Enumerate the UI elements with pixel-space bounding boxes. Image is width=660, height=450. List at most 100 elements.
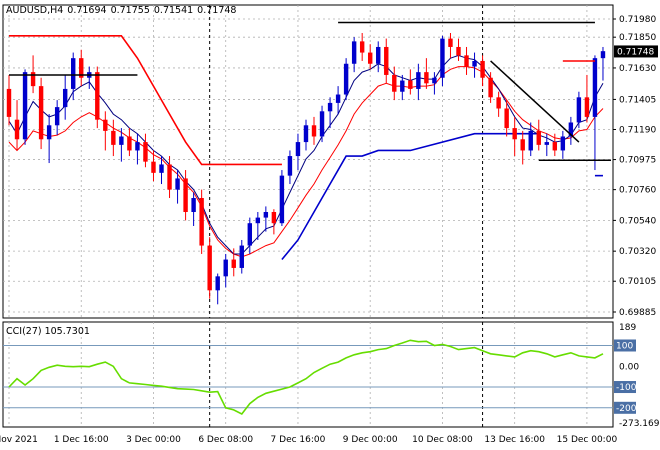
- candle-body: [71, 58, 76, 89]
- candle-body: [215, 276, 220, 291]
- candle-body: [416, 72, 421, 89]
- candle-body: [560, 136, 566, 151]
- candle-body: [199, 198, 204, 246]
- candle-body: [303, 125, 309, 143]
- candle-body: [367, 52, 373, 64]
- y-tick-label: 0.70540: [619, 216, 656, 226]
- candle-body: [359, 41, 365, 53]
- candle-body: [143, 142, 148, 162]
- candle-body: [592, 58, 598, 117]
- candle-body: [167, 164, 172, 190]
- candle-body: [127, 136, 132, 151]
- y-tick-label: 0.71405: [619, 95, 656, 105]
- cci-y-label: 0.00: [619, 362, 639, 372]
- candle-body: [392, 74, 397, 92]
- candle-body: [223, 259, 228, 277]
- candle-body: [384, 46, 389, 75]
- ohlc-high: 0.71755: [111, 5, 150, 16]
- candle-body: [111, 130, 116, 145]
- candle-body: [247, 223, 253, 246]
- cci-level-tag: [614, 339, 636, 352]
- stop-upper-line: [9, 34, 282, 166]
- candle-body: [536, 130, 541, 145]
- candle-body: [488, 77, 493, 98]
- candle-body: [408, 80, 413, 89]
- candle-body: [496, 97, 501, 109]
- candle-body: [504, 108, 509, 129]
- ohlc-open: 0.71694: [67, 5, 106, 16]
- cci-y-label: 100: [616, 341, 633, 351]
- candle-body: [183, 178, 188, 213]
- candle-body: [287, 156, 293, 176]
- candle-body: [440, 38, 445, 78]
- ma-slow-line: [8, 66, 604, 258]
- cci-level-tag: [614, 401, 636, 414]
- candle-body: [568, 122, 574, 137]
- candle-body: [6, 88, 12, 117]
- candle-body: [480, 60, 485, 78]
- ma-fast-line: [8, 54, 604, 255]
- candle-body: [175, 178, 180, 190]
- candle-body: [231, 259, 236, 268]
- y-tick-label: 0.71850: [619, 33, 656, 43]
- main-title: AUDUSD,H4 0.71694 0.71755 0.71541 0.71748: [6, 5, 236, 16]
- candle-body: [79, 58, 84, 78]
- x-tick-label: 7 Dec 16:00: [271, 435, 326, 445]
- candle-body: [54, 107, 60, 126]
- candle-body: [103, 119, 108, 131]
- candle-body: [311, 125, 317, 137]
- candle-body: [151, 161, 156, 173]
- y-tick-label: 0.70760: [619, 186, 656, 196]
- last-price-tag: [614, 45, 658, 58]
- candle-body: [38, 86, 44, 140]
- candle-body: [22, 72, 28, 140]
- x-tick-label: 15 Dec 00:00: [557, 435, 618, 445]
- y-tick-label: 0.71190: [619, 125, 656, 135]
- y-tick-label: 0.70105: [619, 277, 656, 287]
- candle-body: [544, 142, 549, 145]
- x-tick-label: 30 Nov 2021: [0, 435, 38, 445]
- x-tick-label: 1 Dec 16:00: [54, 435, 109, 445]
- candle-body: [464, 55, 469, 67]
- x-tick-label: 6 Dec 08:00: [198, 435, 253, 445]
- candle-body: [432, 77, 437, 84]
- candle-body: [46, 125, 52, 140]
- stop-lower-line: [281, 132, 539, 261]
- price-panel: 0.71980 0.71850 0.71630 0.71405 0.71190 0.709…: [2, 4, 658, 319]
- candle-body: [239, 245, 244, 268]
- cci-y-label: -100: [616, 383, 637, 393]
- candle-body: [135, 142, 140, 151]
- candle-body: [520, 139, 525, 151]
- candle-body: [14, 119, 20, 140]
- candle-body: [327, 102, 333, 112]
- y-tick-label: 0.71630: [619, 64, 656, 74]
- y-tick-label: 0.71980: [619, 15, 656, 25]
- cci-level-tag: [614, 381, 636, 394]
- x-tick-label: 3 Dec 00:00: [126, 435, 181, 445]
- candle-body: [600, 51, 606, 59]
- candle-body: [191, 198, 196, 213]
- last-price-label: 0.71748: [617, 47, 654, 57]
- candle-body: [400, 80, 405, 92]
- cci-panel: 30 Nov 2021 1 Dec 16:00 3 Dec 00:00 6 Dec 0…: [0, 321, 660, 445]
- trend-line: [490, 60, 580, 143]
- candle-body: [319, 111, 325, 137]
- cci-title: CCI(27) 105.7301: [6, 326, 90, 337]
- candle-body: [295, 142, 301, 157]
- y-tick-label: 0.70975: [619, 156, 656, 166]
- candle-body: [279, 175, 285, 224]
- ohlc-close: 0.71748: [197, 5, 236, 16]
- candle-body: [119, 136, 124, 145]
- cci-y-label: 189: [619, 323, 636, 333]
- candle-body: [584, 97, 590, 117]
- candle-body: [30, 72, 36, 87]
- candle-body: [512, 128, 517, 140]
- candle-body: [351, 41, 357, 64]
- cci-line: [8, 339, 604, 416]
- cci-y-label: -273.1698: [619, 419, 660, 429]
- candle-body: [263, 212, 269, 218]
- candle-body: [271, 212, 277, 224]
- candle-body: [159, 164, 164, 173]
- candle-body: [456, 46, 461, 56]
- candle-body: [576, 97, 582, 123]
